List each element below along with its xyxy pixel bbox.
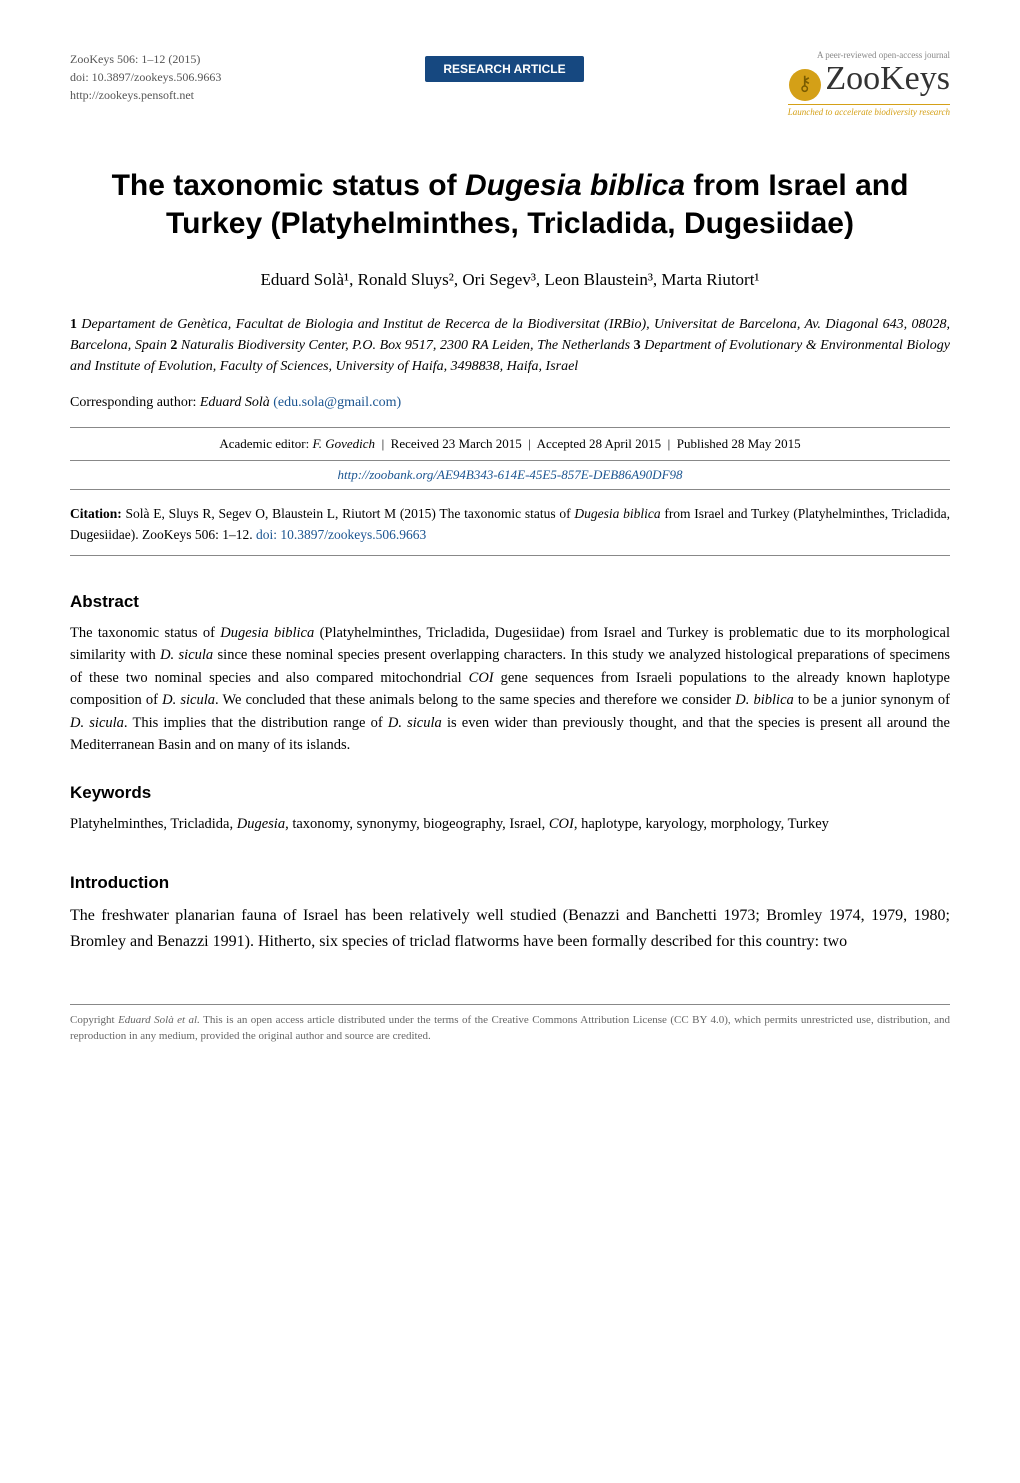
keywords-heading: Keywords bbox=[70, 783, 950, 803]
zoobank-link[interactable]: http://zoobank.org/AE94B343-614E-45E5-85… bbox=[70, 461, 950, 490]
abs-s5: D. biblica bbox=[735, 692, 794, 708]
editor-label: Academic editor: bbox=[219, 436, 312, 451]
abs-s7: D. sicula bbox=[388, 715, 442, 731]
citation-species: Dugesia biblica bbox=[574, 506, 660, 521]
authors-line: Eduard Solà¹, Ronald Sluys², Ori Segev³,… bbox=[70, 270, 950, 290]
citation-pre: Solà E, Sluys R, Segev O, Blaustein L, R… bbox=[126, 506, 575, 521]
kw-post: , haplotype, karyology, morphology, Turk… bbox=[574, 816, 829, 832]
footer-post: This is an open access article distribut… bbox=[70, 1014, 950, 1041]
abs-t1: The taxonomic status of bbox=[70, 625, 220, 641]
introduction-heading: Introduction bbox=[70, 873, 950, 893]
dates-row: Academic editor: F. Govedich | Received … bbox=[70, 427, 950, 461]
accepted-date: Accepted 28 April 2015 bbox=[537, 436, 662, 451]
abs-t7: . This implies that the distribution ran… bbox=[124, 715, 388, 731]
corr-name: Eduard Solà bbox=[200, 395, 270, 410]
journal-logo-block: A peer-reviewed open-access journal ZooK… bbox=[788, 50, 950, 117]
kw-pre: Platyhelminthes, Tricladida, bbox=[70, 816, 237, 832]
abs-t6: to be a junior synonym of bbox=[794, 692, 950, 708]
received-date: Received 23 March 2015 bbox=[391, 436, 522, 451]
corresponding-author: Corresponding author: Eduard Solà (edu.s… bbox=[70, 395, 950, 411]
editor-name: F. Govedich bbox=[312, 436, 375, 451]
copyright-footer: Copyright Eduard Solà et al. This is an … bbox=[70, 1004, 950, 1044]
journal-meta: ZooKeys 506: 1–12 (2015) doi: 10.3897/zo… bbox=[70, 50, 221, 104]
corr-email[interactable]: (edu.sola@gmail.com) bbox=[273, 395, 401, 410]
doi-line: doi: 10.3897/zookeys.506.9663 bbox=[70, 68, 221, 86]
journal-ref: ZooKeys 506: 1–12 (2015) bbox=[70, 50, 221, 68]
aff-num-1: 1 bbox=[70, 317, 77, 332]
introduction-body: The freshwater planarian fauna of Israel… bbox=[70, 903, 950, 954]
kw-s2: COI bbox=[549, 816, 574, 832]
corr-label: Corresponding author: bbox=[70, 395, 200, 410]
logo-row: ZooKeys bbox=[788, 62, 950, 101]
article-type-badge: RESEARCH ARTICLE bbox=[425, 56, 583, 82]
title-pre: The taxonomic status of bbox=[112, 169, 465, 202]
aff-num-3: 3 bbox=[634, 338, 641, 353]
page-header: ZooKeys 506: 1–12 (2015) doi: 10.3897/zo… bbox=[70, 50, 950, 117]
abs-t5: . We concluded that these animals belong… bbox=[215, 692, 735, 708]
abs-s2: D. sicula bbox=[160, 647, 213, 663]
abstract-body: The taxonomic status of Dugesia biblica … bbox=[70, 622, 950, 757]
kw-mid: , taxonomy, synonymy, biogeography, Isra… bbox=[285, 816, 549, 832]
footer-auth: Eduard Solà et al. bbox=[118, 1014, 200, 1026]
title-species: Dugesia biblica bbox=[465, 169, 685, 202]
footer-pre: Copyright bbox=[70, 1014, 118, 1026]
keywords-body: Platyhelminthes, Tricladida, Dugesia, ta… bbox=[70, 813, 950, 835]
affiliations: 1 Departament de Genètica, Facultat de B… bbox=[70, 314, 950, 377]
key-icon bbox=[789, 69, 821, 101]
abs-s6: D. sicula bbox=[70, 715, 124, 731]
logo-top-text: A peer-reviewed open-access journal bbox=[788, 50, 950, 60]
journal-site-link[interactable]: http://zookeys.pensoft.net bbox=[70, 88, 194, 102]
abs-s4: D. sicula bbox=[162, 692, 215, 708]
citation-label: Citation: bbox=[70, 506, 126, 521]
aff-2: Naturalis Biodiversity Center, P.O. Box … bbox=[177, 338, 633, 353]
article-title: The taxonomic status of Dugesia biblica … bbox=[70, 167, 950, 242]
citation-block: Citation: Solà E, Sluys R, Segev O, Blau… bbox=[70, 504, 950, 556]
abstract-heading: Abstract bbox=[70, 592, 950, 612]
logo-tagline: Launched to accelerate biodiversity rese… bbox=[788, 104, 950, 117]
abs-s3: COI bbox=[469, 670, 494, 686]
kw-s1: Dugesia bbox=[237, 816, 285, 832]
published-date: Published 28 May 2015 bbox=[677, 436, 801, 451]
citation-doi[interactable]: doi: 10.3897/zookeys.506.9663 bbox=[256, 527, 426, 542]
abs-s1: Dugesia biblica bbox=[220, 625, 314, 641]
journal-logo-name: ZooKeys bbox=[825, 60, 950, 97]
